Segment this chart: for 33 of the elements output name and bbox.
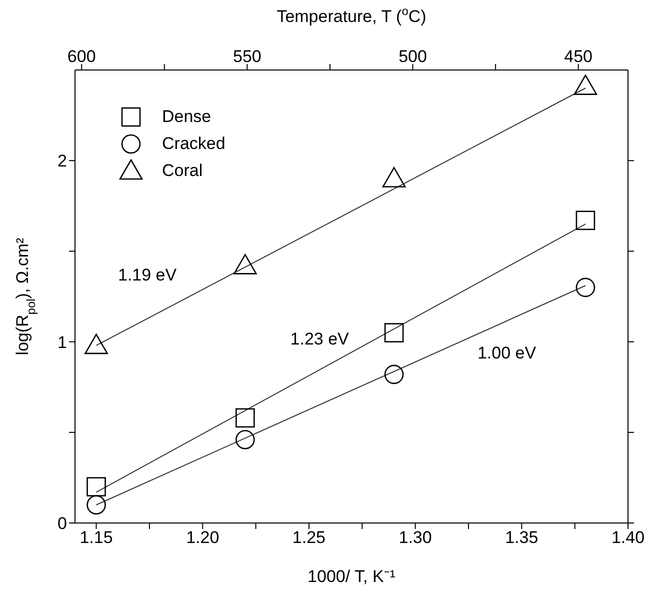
x2-tick-label: 500 <box>398 47 427 66</box>
x2-tick-label: 450 <box>564 47 593 66</box>
y-tick-label: 0 <box>58 514 67 534</box>
x-tick-label: 1.15 <box>80 528 113 548</box>
x2-tick-label: 550 <box>233 47 262 66</box>
point <box>574 74 598 95</box>
point <box>86 495 106 515</box>
text: 1.20 <box>186 528 220 548</box>
x-axis-title: 1000/ T, K⁻¹ <box>308 567 396 586</box>
point <box>576 210 596 230</box>
annotation: 1.19 eV <box>118 266 178 285</box>
x2-axis-title: Temperature, T ($^{o}$C) <box>276 4 426 26</box>
x-tick-label: 1.35 <box>505 528 538 548</box>
point <box>234 254 257 274</box>
y-tick-label: 1 <box>58 332 67 352</box>
text: 1.30 <box>398 528 432 548</box>
point <box>384 364 404 384</box>
point <box>236 408 255 428</box>
point <box>576 278 596 298</box>
point <box>236 430 255 450</box>
legend-label: Cracked <box>162 134 226 154</box>
text: 1.40 <box>611 528 645 548</box>
y-tick-label: 2 <box>58 152 67 171</box>
legend-label: Coral <box>162 160 203 180</box>
x-tick-label: 1.25 <box>292 528 326 548</box>
legend-label: Dense <box>162 106 212 126</box>
annotation: 1.23 eV <box>290 329 350 348</box>
annotation: 1.00 eV <box>477 344 537 363</box>
point <box>382 167 406 188</box>
x2-tick-label: 600 <box>67 47 96 66</box>
point <box>384 323 404 342</box>
point <box>84 334 108 354</box>
point <box>86 477 106 496</box>
